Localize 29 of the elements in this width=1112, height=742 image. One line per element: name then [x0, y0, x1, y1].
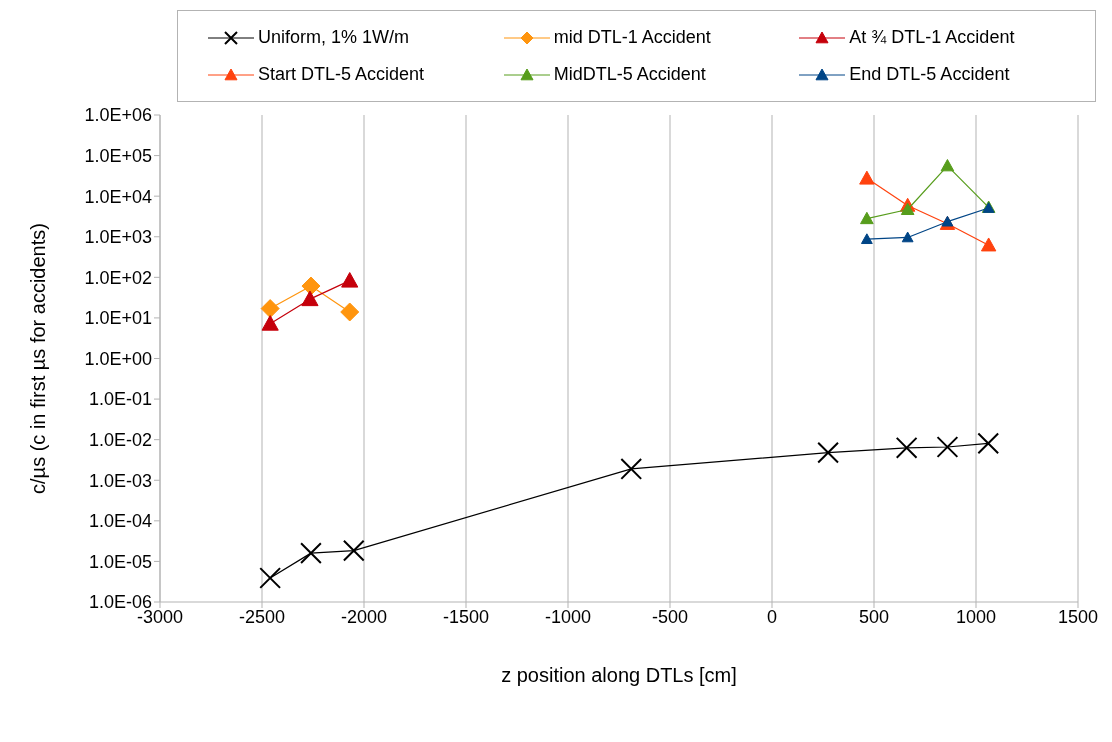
- x-axis-title: z position along DTLs [cm]: [501, 664, 737, 686]
- x-tick-label: 0: [766, 606, 778, 627]
- legend-label: At ¾ DTL-1 Accident: [849, 27, 1015, 48]
- x-tick-label: -1000: [544, 606, 592, 627]
- y-tick-label: 1.0E-04: [88, 511, 152, 532]
- y-tick-label: 1.0E+02: [84, 267, 152, 288]
- x-tick-label: -500: [651, 606, 689, 627]
- y-tick-label: 1.0E+01: [84, 308, 152, 329]
- x-tick-label: 1000: [955, 606, 997, 627]
- x-tick-label: 500: [858, 606, 890, 627]
- y-tick-label: 1.0E-05: [88, 551, 152, 572]
- x-tick-label: -2000: [340, 606, 388, 627]
- legend-label: End DTL-5 Accident: [849, 64, 1010, 85]
- y-tick-label: 1.0E+03: [84, 227, 152, 248]
- y-tick-label: 1.0E+06: [84, 105, 152, 126]
- y-tick-label: 1.0E-03: [88, 470, 152, 491]
- x-tick-label: -1500: [442, 606, 490, 627]
- legend-label: mid DTL-1 Accident: [553, 27, 711, 48]
- y-tick-label: 1.0E+00: [84, 348, 152, 369]
- y-tick-label: 1.0E-02: [88, 430, 152, 451]
- legend-label: Uniform, 1% 1W/m: [258, 27, 410, 48]
- y-tick-label: 1.0E-01: [88, 389, 152, 410]
- legend-label: Start DTL-5 Accident: [258, 64, 425, 85]
- legend-label: MidDTL-5 Accident: [553, 64, 706, 85]
- x-tick-label: -2500: [238, 606, 286, 627]
- y-axis-title: c/µs (c in first µs for accidents): [27, 223, 50, 494]
- x-tick-label: 1500: [1057, 606, 1099, 627]
- y-tick-label: 1.0E+05: [84, 145, 152, 166]
- y-tick-label: 1.0E+04: [84, 186, 152, 207]
